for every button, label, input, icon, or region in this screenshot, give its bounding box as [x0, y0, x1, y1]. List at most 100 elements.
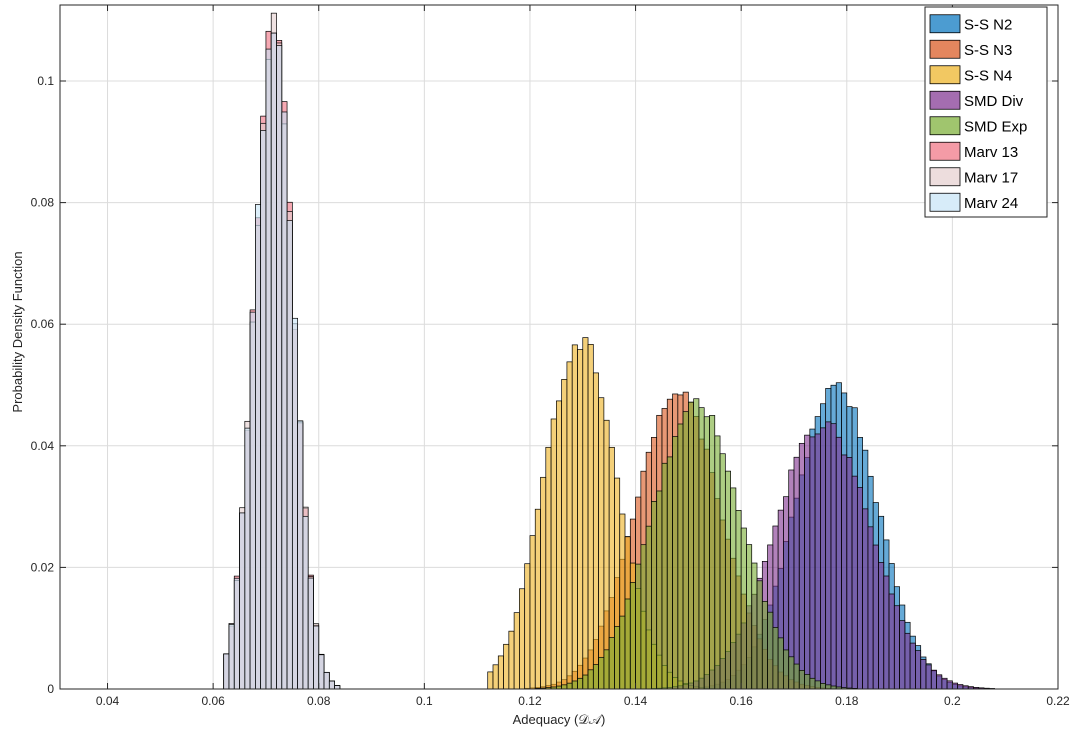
histogram-bar [846, 457, 853, 690]
histogram-bar [249, 311, 256, 690]
histogram-bar [265, 48, 272, 690]
histogram-bar [719, 453, 726, 690]
histogram-bar [592, 372, 599, 690]
histogram-bar [318, 654, 325, 690]
legend-swatch [929, 116, 961, 136]
legend-swatch [929, 141, 961, 161]
legend-entry: S-S N4 [964, 67, 1012, 84]
histogram-bar [223, 653, 230, 690]
histogram-bar [941, 677, 948, 690]
x-tick-label: 0.1 [416, 694, 433, 708]
histogram-bar [820, 683, 827, 690]
histogram-bar [788, 656, 795, 690]
histogram-bar [603, 649, 610, 690]
histogram-bar [545, 446, 552, 690]
histogram-bar [740, 527, 747, 690]
histogram-bar [276, 45, 283, 690]
histogram-bar [592, 664, 599, 690]
histogram-bar [751, 562, 758, 690]
x-tick-label: 0.06 [201, 694, 225, 708]
histogram-bar [893, 605, 900, 690]
histogram-bar [899, 620, 906, 690]
histogram-bar [709, 415, 716, 690]
histogram-bar [814, 433, 821, 690]
histogram-bar [735, 510, 742, 690]
x-tick-label: 0.04 [96, 694, 120, 708]
histogram-bar [688, 401, 695, 690]
histogram-bar [571, 680, 578, 690]
y-tick-label: 0.02 [31, 560, 55, 574]
histogram-bar [883, 575, 890, 690]
histogram-bar [635, 563, 642, 690]
histogram-bar [508, 630, 515, 690]
y-tick-label: 0 [47, 682, 54, 696]
histogram-bar [830, 423, 837, 690]
y-tick-label: 0.06 [31, 317, 55, 331]
histogram-bar [513, 612, 520, 690]
x-tick-label: 0.2 [944, 694, 961, 708]
histogram-bar [772, 627, 779, 690]
histogram-bar [804, 434, 811, 690]
legend-swatch [929, 192, 961, 212]
histogram-bar [788, 469, 795, 690]
histogram-bar [561, 379, 568, 690]
histogram-bar [566, 361, 573, 690]
histogram-bar [703, 416, 710, 690]
histogram-bar [930, 669, 937, 690]
histogram-bar [534, 508, 541, 690]
histogram-bar [640, 544, 647, 690]
histogram-bar [244, 427, 251, 690]
legend-entry: Marv 17 [964, 169, 1018, 186]
histogram-bar [313, 625, 320, 690]
x-tick-label: 0.08 [307, 694, 331, 708]
histogram-bar [888, 593, 895, 690]
series-smd-exp [534, 398, 858, 690]
axis-ticks: 0.04 0.06 0.08 0.1 0.12 0.14 0.16 0.18 0.2 0.22 0 0… [31, 5, 1070, 708]
legend-entry: S-S N2 [964, 16, 1012, 33]
x-tick-label: 0.18 [835, 694, 859, 708]
histogram-bar [524, 563, 531, 690]
histogram-bar [598, 397, 605, 690]
histogram-bar [878, 562, 885, 690]
histogram-bars [223, 12, 995, 690]
histogram-bar [228, 624, 235, 690]
histogram-bar [529, 535, 536, 690]
histogram-bar [239, 512, 246, 690]
histogram-bar [851, 475, 858, 690]
histogram-bar [587, 344, 594, 690]
histogram-bar [666, 456, 673, 690]
histogram-bar [746, 544, 753, 690]
histogram-bar [793, 663, 800, 690]
legend-swatch [929, 167, 961, 187]
histogram-bar [952, 682, 959, 690]
legend-entry: Marv 24 [964, 195, 1018, 212]
histogram-bar [487, 671, 494, 690]
histogram-bar [730, 487, 737, 690]
histogram-bar [761, 601, 768, 690]
y-tick-label: 0.08 [31, 196, 55, 210]
histogram-bar [841, 454, 848, 690]
histogram-bar [872, 544, 879, 690]
histogram-bar [307, 577, 314, 690]
legend-entry: SMD Exp [964, 118, 1027, 135]
histogram-bar [756, 580, 763, 690]
histogram-bar [835, 436, 842, 690]
histogram-bar [814, 680, 821, 690]
histogram-bar [286, 220, 293, 690]
histogram-bar [915, 650, 922, 690]
histogram-bar [255, 204, 262, 690]
histogram-bar [672, 436, 679, 690]
histogram-bar [809, 436, 816, 690]
histogram-bar [603, 419, 610, 690]
histogram-bar [645, 525, 652, 690]
histogram-bar [328, 680, 335, 690]
histogram-bar [503, 643, 510, 690]
legend-swatch [929, 39, 961, 59]
histogram-bar [920, 659, 927, 690]
histogram-bar [566, 682, 573, 690]
histogram-bar [867, 526, 874, 690]
histogram-bar [281, 111, 288, 690]
y-axis-label: Probability Density Function [10, 251, 25, 412]
histogram-bar [577, 677, 584, 690]
histogram-bar [767, 611, 774, 690]
